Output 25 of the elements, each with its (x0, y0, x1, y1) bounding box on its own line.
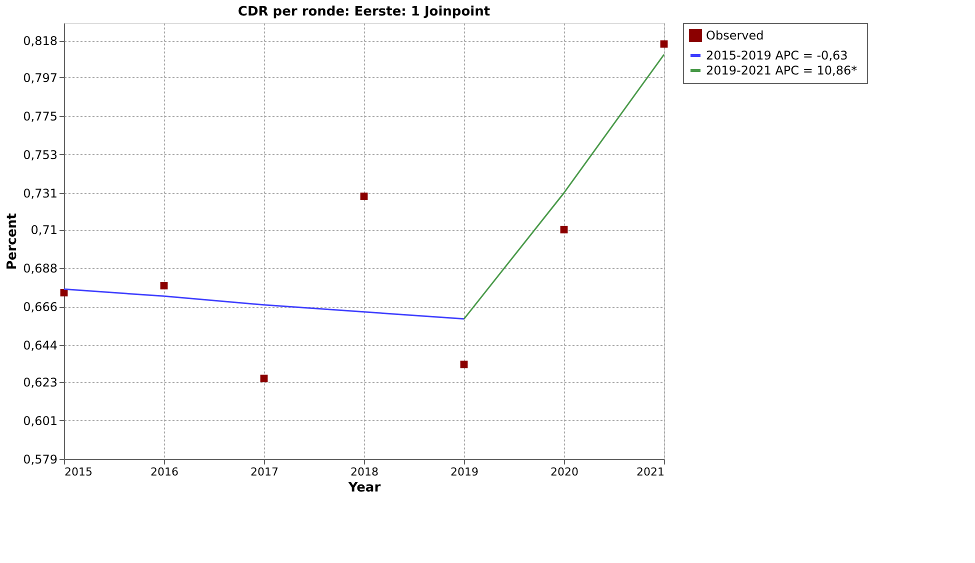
x-tick-label: 2020 (550, 466, 578, 478)
y-tick-label: 0,623 (23, 375, 58, 390)
x-tick-label: 2017 (250, 466, 278, 478)
x-tick-label: 2016 (150, 466, 178, 478)
y-axis-title: Percent (5, 213, 20, 270)
y-tick-label: 0,71 (30, 223, 58, 238)
legend-label: 2015-2019 APC = -0,63 (706, 48, 848, 62)
x-tick-label: 2021 (636, 466, 664, 478)
y-tick-label: 0,579 (23, 452, 58, 466)
y-tick-label: 0,818 (23, 34, 58, 48)
x-axis-title: Year (347, 480, 382, 496)
y-tick-label: 0,688 (23, 262, 58, 276)
y-tick-label: 0,666 (23, 300, 58, 314)
y-tick-label: 0,753 (23, 148, 58, 162)
y-tick-label: 0,797 (23, 70, 58, 85)
y-tick-label: 0,644 (23, 338, 58, 353)
legend-label: 2019-2021 APC = 10,86* (706, 64, 858, 78)
x-tick-label: 2015 (64, 466, 92, 478)
legend-label: Observed (706, 28, 764, 42)
y-tick-label: 0,775 (23, 109, 58, 124)
y-tick-label: 0,731 (23, 186, 58, 200)
x-tick-label: 2018 (350, 466, 378, 478)
y-tick-label: 0,601 (23, 414, 58, 428)
chart-title: CDR per ronde: Eerste: 1 Joinpoint (238, 4, 490, 20)
x-tick-label: 2019 (450, 466, 478, 478)
